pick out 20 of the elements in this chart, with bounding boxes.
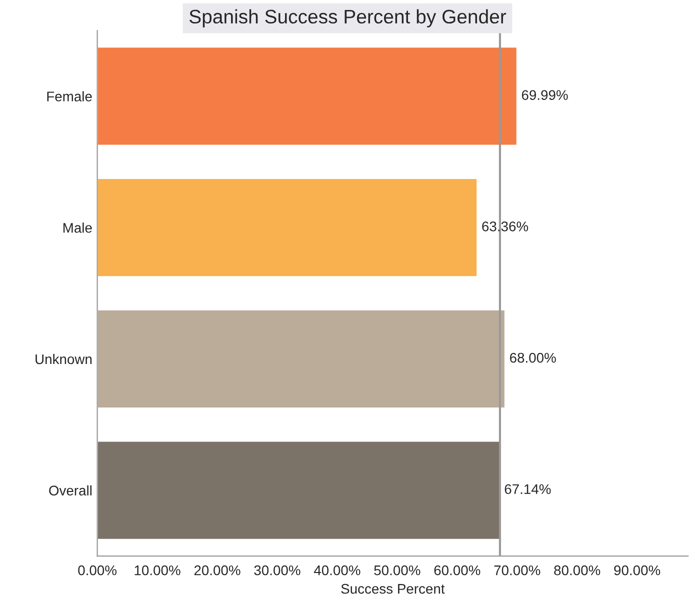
x-tick-label: 60.00%: [434, 565, 480, 576]
x-tick-label: 0.00%: [78, 565, 116, 576]
x-tick-label: 90.00%: [614, 565, 660, 576]
chart-title: Spanish Success Percent by Gender: [190, 9, 506, 28]
x-tick-label: 10.00%: [134, 565, 180, 576]
x-tick-label: 80.00%: [554, 565, 600, 576]
x-axis-title: Success Percent: [341, 584, 445, 594]
x-tick-label: 40.00%: [314, 565, 360, 576]
data-label: 69.99%: [522, 90, 568, 100]
x-tick-label: 30.00%: [254, 565, 300, 576]
x-tick-label: 50.00%: [374, 565, 420, 576]
data-label: 63.36%: [482, 221, 528, 232]
y-tick-label: Female: [47, 91, 92, 102]
data-label: 68.00%: [510, 352, 556, 363]
y-tick-label: Male: [63, 222, 92, 233]
data-label: 67.14%: [504, 484, 551, 494]
y-tick-label: Unknown: [36, 354, 92, 364]
y-tick-label: Overall: [49, 485, 92, 496]
x-tick-label: 70.00%: [494, 565, 540, 576]
x-tick-label: 20.00%: [194, 565, 240, 576]
